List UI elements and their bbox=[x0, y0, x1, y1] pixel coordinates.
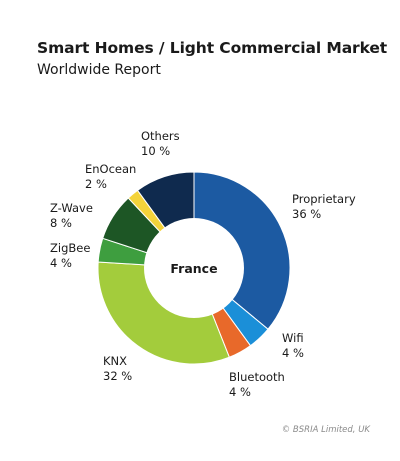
slice-proprietary bbox=[193, 171, 291, 330]
chart-subtitle: Worldwide Report bbox=[37, 62, 161, 78]
slice-label-z-wave: Z-Wave bbox=[50, 201, 93, 215]
slice-value-enocean: 2 % bbox=[85, 177, 107, 191]
slice-value-bluetooth: 4 % bbox=[229, 385, 251, 399]
center-label: France bbox=[170, 261, 217, 276]
slice-label-bluetooth: Bluetooth bbox=[229, 370, 285, 384]
slice-value-others: 10 % bbox=[141, 144, 170, 158]
slice-value-knx: 32 % bbox=[103, 369, 132, 383]
slice-label-enocean: EnOcean bbox=[85, 162, 136, 176]
slice-value-proprietary: 36 % bbox=[292, 207, 321, 221]
slice-value-zigbee: 4 % bbox=[50, 256, 72, 270]
slice-label-zigbee: ZigBee bbox=[50, 241, 90, 255]
chart-title: Smart Homes / Light Commercial Market bbox=[37, 39, 388, 57]
slice-label-wifi: Wifi bbox=[282, 331, 304, 345]
slice-label-proprietary: Proprietary bbox=[292, 192, 356, 206]
slice-label-knx: KNX bbox=[103, 354, 127, 368]
copyright-text: © BSRIA Limited, UK bbox=[281, 425, 370, 435]
slice-value-z-wave: 8 % bbox=[50, 216, 72, 230]
slice-label-others: Others bbox=[141, 129, 180, 143]
donut-hole bbox=[144, 218, 244, 318]
slice-value-wifi: 4 % bbox=[282, 346, 304, 360]
